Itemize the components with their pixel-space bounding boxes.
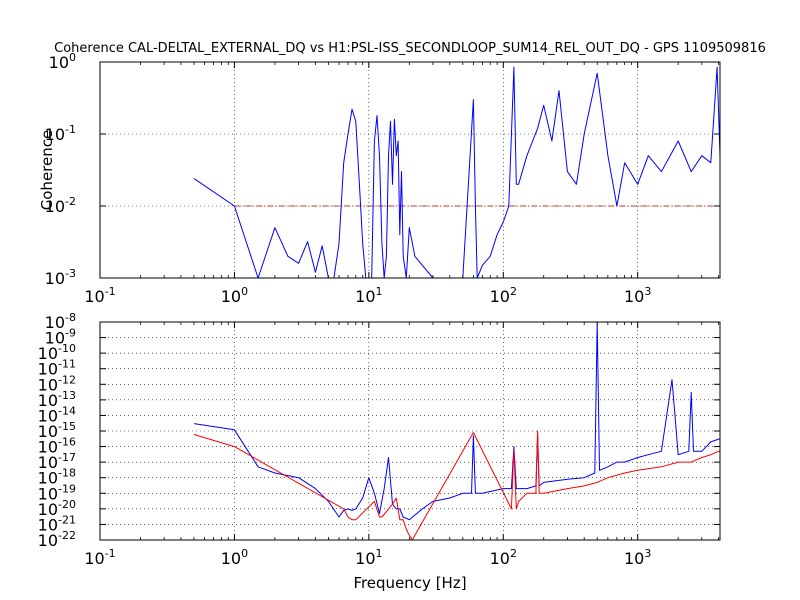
x-tick-label: 10-1 bbox=[84, 547, 115, 568]
x-tick-label: 103 bbox=[624, 285, 651, 306]
x-tick-label: 102 bbox=[490, 547, 517, 568]
y-tick-label: 10-19 bbox=[38, 482, 76, 503]
y-tick-label: 10-9 bbox=[45, 327, 76, 348]
asd-panel: 10-1 100 101 102 103 10-2210-2110-2010-1910-… bbox=[38, 311, 721, 592]
x-tick-label: 101 bbox=[355, 547, 382, 568]
y-tick-label: 10-14 bbox=[38, 404, 76, 425]
asd-x-ticks: 10-1 100 101 102 103 bbox=[84, 322, 720, 568]
y-tick-label: 10-20 bbox=[38, 498, 76, 519]
y-tick-label: 10-3 bbox=[45, 267, 76, 288]
y-tick-label: 10-22 bbox=[38, 529, 76, 550]
x-tick-label: 103 bbox=[624, 547, 651, 568]
y-tick-label: 10-13 bbox=[38, 389, 76, 410]
x-axis-label: Frequency [Hz] bbox=[353, 574, 466, 592]
coherence-panel: 10-1 100 101 102 103 10-3 10-2 10-1 100 Coheren… bbox=[38, 51, 721, 306]
y-tick-label: 100 bbox=[49, 51, 76, 72]
y-tick-label: 10-10 bbox=[38, 342, 76, 363]
x-tick-label: 101 bbox=[355, 285, 382, 306]
y-tick-label: 10-18 bbox=[38, 467, 76, 488]
y-tick-label: 10-1 bbox=[45, 123, 76, 144]
coherence-y-ticks: 10-3 10-2 10-1 100 bbox=[45, 51, 720, 288]
series-line-0 bbox=[193, 321, 720, 521]
asd-y-ticks: 10-2210-2110-2010-1910-1810-1710-1610-15… bbox=[38, 311, 720, 550]
asd-series bbox=[193, 321, 720, 541]
series-line-0 bbox=[193, 66, 721, 279]
y-tick-label: 10-12 bbox=[38, 373, 76, 394]
coherence-plot-area bbox=[100, 62, 720, 278]
x-tick-label: 100 bbox=[221, 547, 248, 568]
coherence-series bbox=[193, 66, 721, 279]
chart-title: Coherence CAL-DELTAL_EXTERNAL_DQ vs H1:P… bbox=[54, 41, 766, 56]
series-line-1 bbox=[193, 430, 720, 541]
y-tick-label: 10-17 bbox=[38, 451, 76, 472]
coherence-x-ticks: 10-1 100 101 102 103 bbox=[84, 62, 720, 306]
y-tick-label: 10-21 bbox=[38, 513, 76, 534]
x-tick-label: 10-1 bbox=[84, 285, 115, 306]
x-tick-label: 100 bbox=[221, 285, 248, 306]
x-tick-label: 102 bbox=[490, 285, 517, 306]
coherence-frame bbox=[99, 61, 721, 279]
y-tick-label: 10-8 bbox=[45, 311, 76, 332]
y-tick-label: 10-11 bbox=[38, 358, 76, 379]
y-tick-label: 10-2 bbox=[45, 195, 76, 216]
coherence-y-axis-label: Coherence bbox=[38, 130, 56, 210]
y-tick-label: 10-15 bbox=[38, 420, 76, 441]
y-tick-label: 10-16 bbox=[38, 436, 76, 457]
